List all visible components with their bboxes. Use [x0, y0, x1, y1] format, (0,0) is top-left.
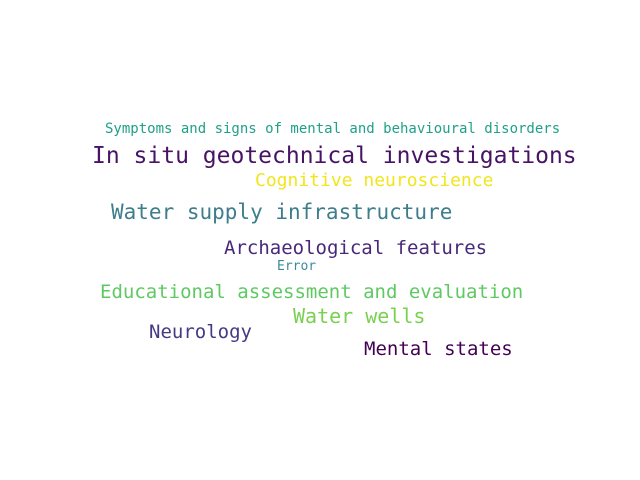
- word-educational-assessment: Educational assessment and evaluation: [100, 281, 524, 303]
- word-error: Error: [277, 259, 317, 274]
- word-cognitive-neuroscience: Cognitive neuroscience: [255, 170, 494, 191]
- word-archaeological-features: Archaeological features: [224, 237, 488, 259]
- word-neurology: Neurology: [149, 321, 252, 343]
- word-mental-states: Mental states: [364, 338, 513, 360]
- word-symptoms-and-signs: Symptoms and signs of mental and behavio…: [105, 121, 561, 137]
- word-water-wells: Water wells: [293, 304, 426, 328]
- word-water-supply-infrastructure: Water supply infrastructure: [111, 200, 453, 224]
- word-in-situ-geotechnical: In situ geotechnical investigations: [92, 143, 577, 169]
